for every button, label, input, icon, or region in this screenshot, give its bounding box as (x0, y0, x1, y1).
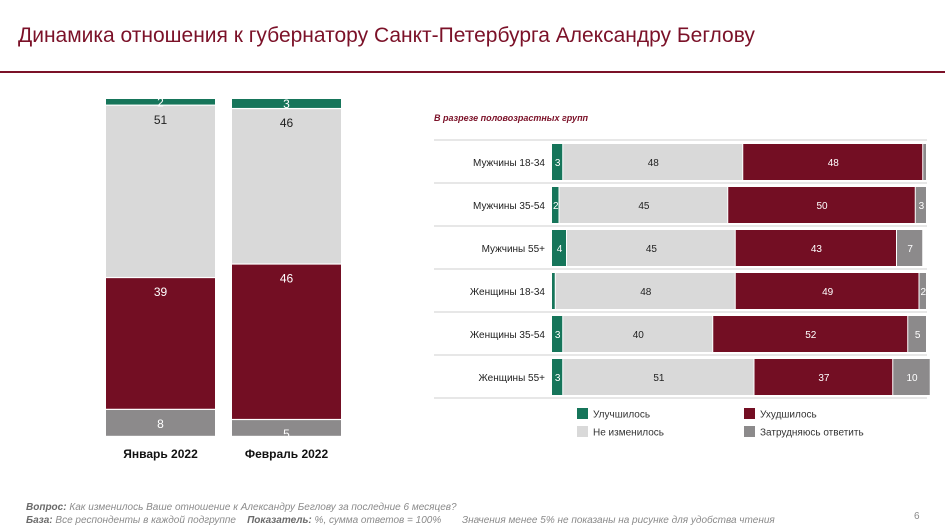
hbar-label-ухудшилось-4: 52 (805, 330, 817, 341)
chart-subtitle: В разрезе половозрастных групп (434, 113, 589, 123)
hbar-label-улучшилось-4: 3 (555, 330, 561, 341)
category-label-0: Январь 2022 (123, 447, 198, 461)
hbar-label-затрудняюсь-ответить-1: 3 (919, 201, 925, 212)
footer-note: Значения менее 5% не показаны на рисунке… (462, 515, 775, 526)
bar-ухудшилось-1 (232, 264, 341, 419)
bar-label-не-изменилось-1: 46 (280, 116, 294, 130)
hbar-затрудняюсь-ответить-0 (923, 144, 926, 180)
hbar-label-ухудшилось-0: 48 (828, 158, 840, 169)
hbar-ухудшилось-2 (735, 230, 896, 266)
row-label-5: Женщины 55+ (479, 373, 546, 384)
base-label: База: (26, 515, 53, 526)
hbar-label-улучшилось-5: 3 (555, 373, 561, 384)
hbar-улучшилось-3 (552, 273, 555, 309)
bar-label-ухудшилось-1: 46 (280, 272, 294, 286)
hbar-не-изменилось-4 (563, 316, 713, 352)
hbar-label-затрудняюсь-ответить-3: 2 (920, 287, 926, 298)
hbar-label-улучшилось-2: 4 (557, 244, 563, 255)
title-divider (0, 71, 945, 73)
hbar-label-не-изменилось-1: 45 (638, 201, 650, 212)
footer-base: База: Все респонденты в каждой подгруппе… (26, 515, 441, 526)
bar-затрудняюсь-ответить-1 (232, 420, 341, 436)
metric-label: Показатель: (247, 515, 312, 526)
hbar-улучшилось-0 (552, 144, 563, 180)
row-label-3: Женщины 18-34 (470, 287, 546, 298)
hbar-не-изменилось-0 (563, 144, 743, 180)
hbar-не-изменилось-5 (563, 359, 754, 395)
legend-swatch-ухудшилось (744, 408, 755, 419)
bar-затрудняюсь-ответить-0 (106, 409, 215, 436)
bar-не-изменилось-1 (232, 109, 341, 264)
hbar-не-изменилось-3 (555, 273, 735, 309)
base-text: Все респонденты в каждой подгруппе (55, 515, 236, 526)
metric-text: %, сумма ответов = 100% (314, 515, 442, 526)
hbar-label-ухудшилось-5: 37 (818, 373, 830, 384)
hbar-ухудшилось-4 (713, 316, 908, 352)
hbar-label-затрудняюсь-ответить-4: 5 (915, 330, 921, 341)
hbar-label-затрудняюсь-ответить-5: 10 (906, 373, 918, 384)
bar-label-улучшилось-0: 2 (157, 95, 164, 109)
hbar-улучшилось-2 (552, 230, 566, 266)
hbar-затрудняюсь-ответить-1 (915, 187, 926, 223)
hbar-label-затрудняюсь-ответить-2: 7 (907, 244, 913, 255)
hbar-не-изменилось-1 (559, 187, 728, 223)
hbar-label-улучшилось-0: 3 (555, 158, 561, 169)
footer-question: Вопрос: Как изменилось Ваше отношение к … (26, 502, 457, 513)
legend-swatch-улучшилось (577, 408, 588, 419)
hbar-label-ухудшилось-1: 50 (816, 201, 828, 212)
hbar-ухудшилось-1 (728, 187, 915, 223)
hbar-затрудняюсь-ответить-3 (919, 273, 926, 309)
bar-label-улучшилось-1: 3 (283, 97, 290, 111)
row-label-4: Женщины 35-54 (470, 330, 546, 341)
hbar-затрудняюсь-ответить-4 (908, 316, 926, 352)
hbar-улучшилось-4 (552, 316, 563, 352)
legend-label-не-изменилось: Не изменилось (593, 428, 664, 439)
hbar-label-не-изменилось-4: 40 (633, 330, 645, 341)
page-number: 6 (914, 511, 920, 522)
row-label-0: Мужчины 18-34 (473, 158, 545, 169)
bar-label-ухудшилось-0: 39 (154, 285, 168, 299)
bar-улучшилось-1 (232, 99, 341, 108)
hbar-не-изменилось-2 (567, 230, 735, 266)
hbar-улучшилось-5 (552, 359, 563, 395)
hbar-затрудняюсь-ответить-5 (893, 359, 930, 395)
hbar-label-не-изменилось-3: 48 (640, 287, 652, 298)
bar-label-не-изменилось-0: 51 (154, 113, 168, 127)
row-label-1: Мужчины 35-54 (473, 201, 545, 212)
bar-label-затрудняюсь-ответить-1: 5 (283, 427, 290, 441)
legend-label-улучшилось: Улучшилось (593, 410, 650, 421)
question-text: Как изменилось Ваше отношение к Александ… (69, 502, 457, 513)
bar-не-изменилось-0 (106, 105, 215, 277)
hbar-ухудшилось-3 (735, 273, 919, 309)
hbar-затрудняюсь-ответить-2 (897, 230, 923, 266)
legend-label-ухудшилось: Ухудшилось (760, 410, 817, 421)
bar-ухудшилось-0 (106, 278, 215, 409)
legend-label-затрудняюсь-ответить: Затрудняюсь ответить (760, 428, 864, 439)
category-label-1: Февраль 2022 (245, 447, 329, 461)
legend-swatch-не-изменилось (577, 426, 588, 437)
hbar-ухудшилось-5 (754, 359, 893, 395)
hbar-улучшилось-1 (552, 187, 559, 223)
hbar-label-улучшилось-1: 2 (553, 201, 559, 212)
hbar-label-не-изменилось-2: 45 (646, 244, 658, 255)
page-title: Динамика отношения к губернатору Санкт-П… (18, 24, 755, 47)
legend-swatch-затрудняюсь-ответить (744, 426, 755, 437)
hbar-ухудшилось-0 (743, 144, 923, 180)
hbar-label-не-изменилось-5: 51 (653, 373, 665, 384)
bar-улучшилось-0 (106, 99, 215, 105)
question-label: Вопрос: (26, 502, 67, 513)
bar-label-затрудняюсь-ответить-0: 8 (157, 417, 164, 431)
hbar-label-ухудшилось-2: 43 (811, 244, 823, 255)
hbar-label-не-изменилось-0: 48 (648, 158, 660, 169)
row-label-2: Мужчины 55+ (482, 244, 546, 255)
hbar-label-ухудшилось-3: 49 (822, 287, 834, 298)
